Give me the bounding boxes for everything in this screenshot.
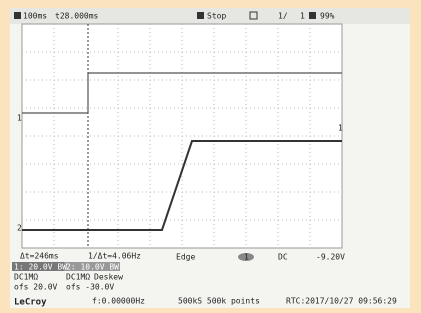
deskew: Deskew [94,273,123,282]
cursor-dt: Δt=246ms [20,252,59,261]
scope-screen: 100ms t28.000ms Stop 1/ 1 99% 1 1 2 Δt=2… [0,0,421,313]
sampling: 500kS 500k points [178,297,260,306]
ch1-marker: 1 [17,114,22,123]
trigger-source: 1 [244,253,249,262]
ch2-marker: 2 [17,224,22,233]
icon [309,12,316,19]
trigger-level: -9.20V [316,253,345,262]
ch2-input: DC1MΩ [66,273,90,282]
ch1-scale: 1: 20.0V BW [14,263,67,272]
page: 100ms t28.000ms Stop 1/ 1 99% 1 1 2 Δt=2… [0,0,421,313]
ch1-offset: ofs 20.0V [14,283,58,292]
frequency: f:0.00000Hz [92,297,145,306]
ch2-offset: ofs -30.0V [66,283,114,292]
cursor-freq: 1/Δt=4.06Hz [88,252,141,261]
trigger-total: 1 [300,12,305,21]
ch1-input: DC1MΩ [14,273,38,282]
brand: LeCroy [14,298,47,308]
trigger-count: 1/ [278,12,288,21]
icon [14,12,21,19]
status: Stop [207,12,226,21]
trigger-mode: Edge [176,253,195,262]
delay: t28.000ms [55,12,99,21]
coupling: DC [278,253,288,262]
memory: 99% [320,12,335,21]
ch1-level-marker: 1 [338,124,343,133]
icon [197,12,204,19]
timebase: 100ms [23,12,47,21]
clock: RTC:2017/10/27 09:56:29 [286,297,397,306]
ch2-scale: 2: 10.0V BW [66,263,119,272]
